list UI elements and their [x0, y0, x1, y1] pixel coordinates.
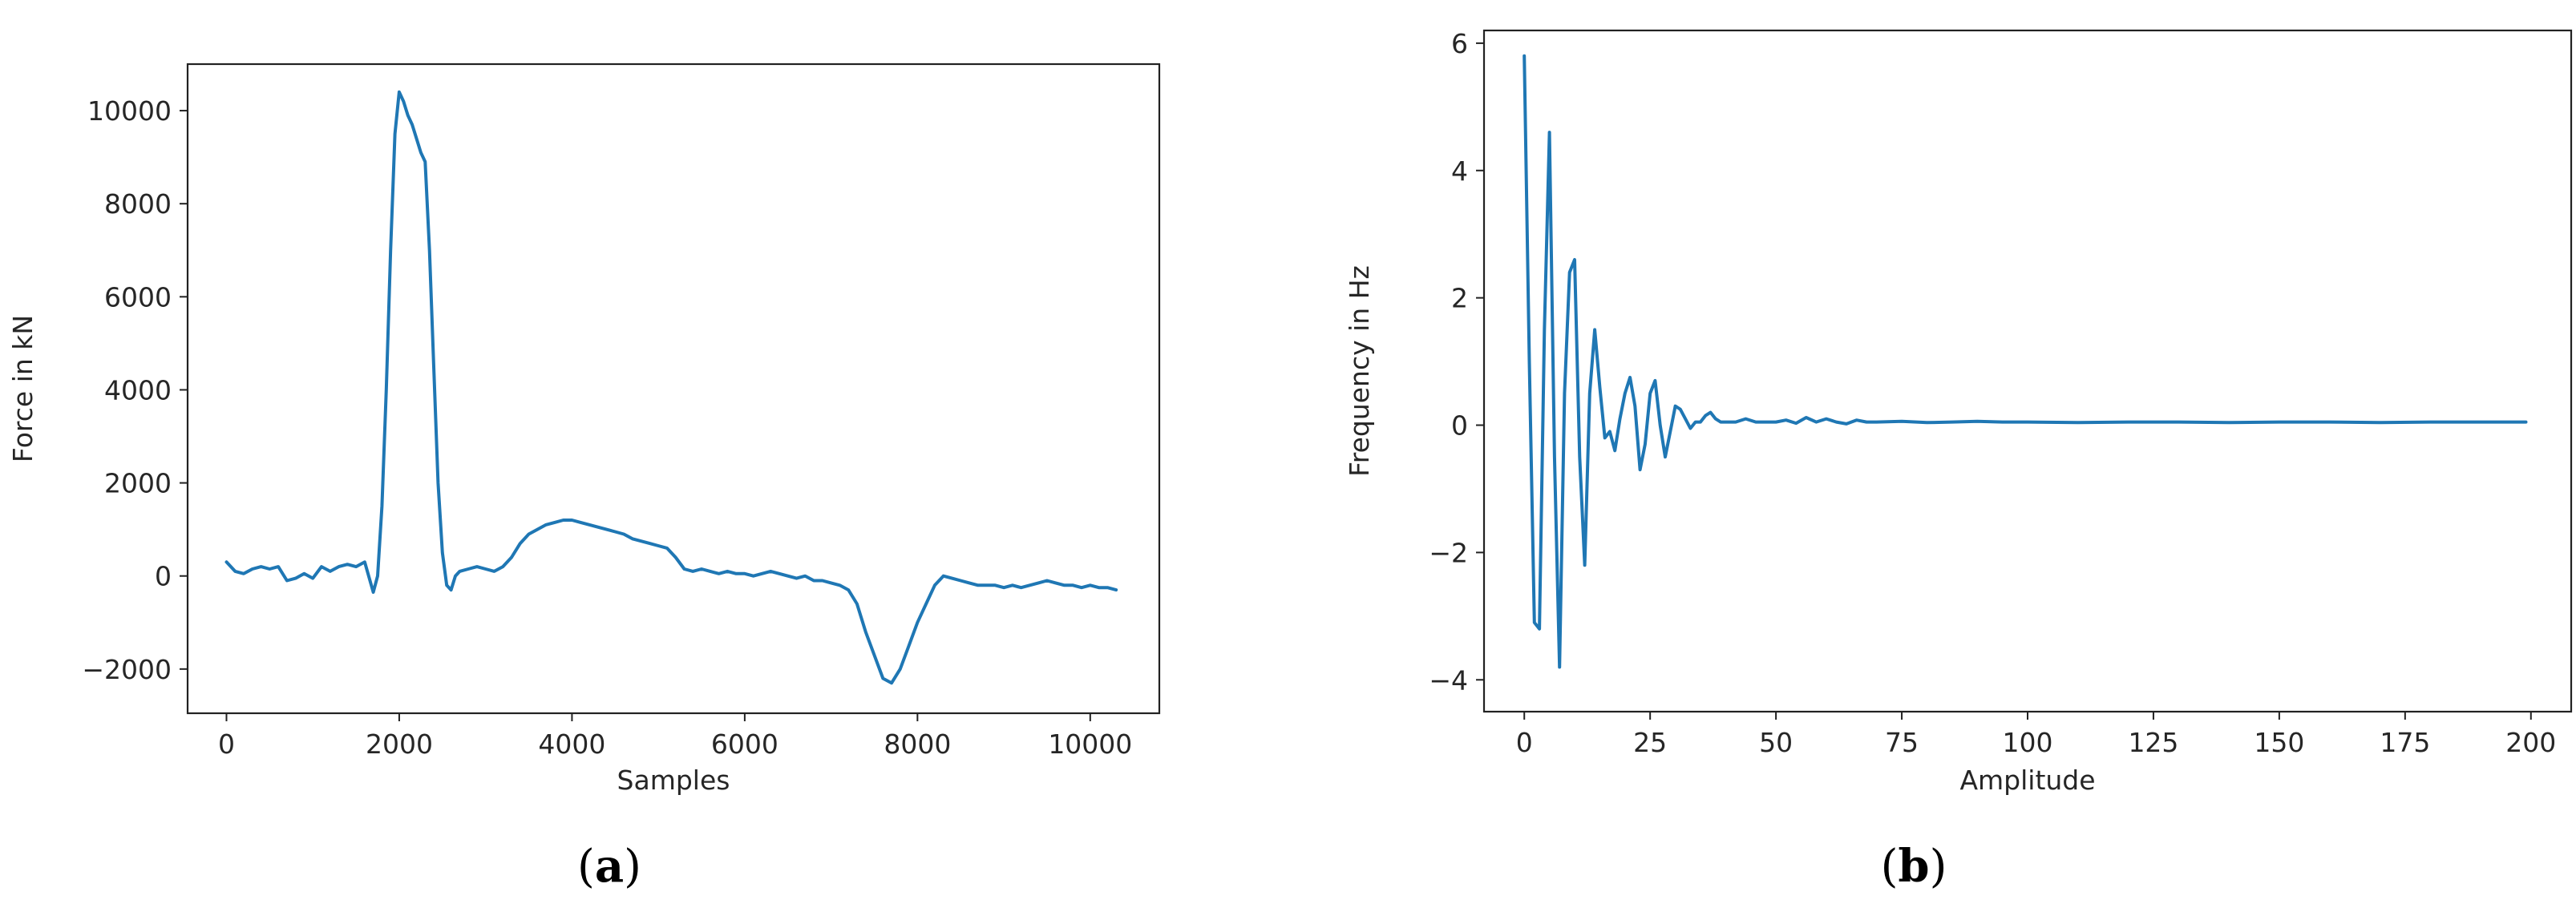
- chart-b-x-tick-label: 175: [2380, 727, 2430, 758]
- chart-a-y-axis-label: Force in kN: [7, 315, 38, 462]
- chart-b-y-tick-label: 6: [1451, 28, 1468, 59]
- chart-b-x-axis-label: Amplitude: [1959, 765, 2095, 796]
- chart-b-x-tick-label: 100: [2003, 727, 2053, 758]
- chart-b-x-tick-label: 125: [2128, 727, 2178, 758]
- chart-a-y-tick-label: 10000: [87, 95, 172, 127]
- chart-a-y-tick-label: 0: [155, 561, 172, 592]
- chart-b: 0 25 50 75 100 125 150 175 200 −4 −2 0 2 4 6 Amplitude F…: [1344, 28, 2573, 893]
- chart-b-x-tick-label: 150: [2254, 727, 2304, 758]
- chart-a-x-tick-label: 0: [218, 728, 235, 760]
- chart-a-x-axis-label: Samples: [617, 765, 730, 796]
- chart-a-y-tick-label: 2000: [104, 468, 172, 499]
- chart-b-y-tick-label: 2: [1451, 283, 1468, 314]
- chart-a-series-line: [224, 90, 1118, 685]
- chart-a-x-tick-label: 4000: [538, 728, 605, 760]
- chart-a: 0 2000 4000 6000 8000 10000 −2000 0 2000 4000 6000…: [7, 63, 1161, 893]
- chart-a-y-tick-label: 6000: [104, 281, 172, 313]
- chart-b-series-line: [1523, 54, 2528, 669]
- chart-b-y-tick-label: 4: [1451, 155, 1468, 187]
- chart-b-y-tick-label: −4: [1429, 664, 1468, 696]
- chart-b-x-tick-label: 25: [1633, 727, 1667, 758]
- chart-a-x-tick-label: 2000: [366, 728, 433, 760]
- chart-a-x-tick-label: 6000: [711, 728, 778, 760]
- chart-a-y-tick-label: 8000: [104, 188, 172, 220]
- chart-b-x-tick-label: 0: [1516, 727, 1533, 758]
- chart-a-y-tick-label: 4000: [104, 374, 172, 406]
- chart-b-x-tick-label: 200: [2505, 727, 2556, 758]
- chart-b-caption: (b): [1881, 840, 1947, 893]
- chart-b-x-tick-label: 75: [1885, 727, 1919, 758]
- chart-b-y-tick-label: −2: [1429, 537, 1468, 568]
- chart-a-x-tick-label: 10000: [1048, 728, 1132, 760]
- chart-b-y-axis-label: Frequency in Hz: [1344, 265, 1375, 477]
- chart-b-y-tick-label: 0: [1451, 410, 1468, 442]
- chart-b-x-tick-label: 50: [1759, 727, 1793, 758]
- chart-a-x-tick-label: 8000: [884, 728, 951, 760]
- chart-a-plot-frame: [186, 63, 1161, 715]
- chart-a-caption: (a): [577, 840, 641, 893]
- chart-a-y-tick-label: −2000: [82, 654, 172, 685]
- chart-b-plot-frame: [1482, 29, 2573, 713]
